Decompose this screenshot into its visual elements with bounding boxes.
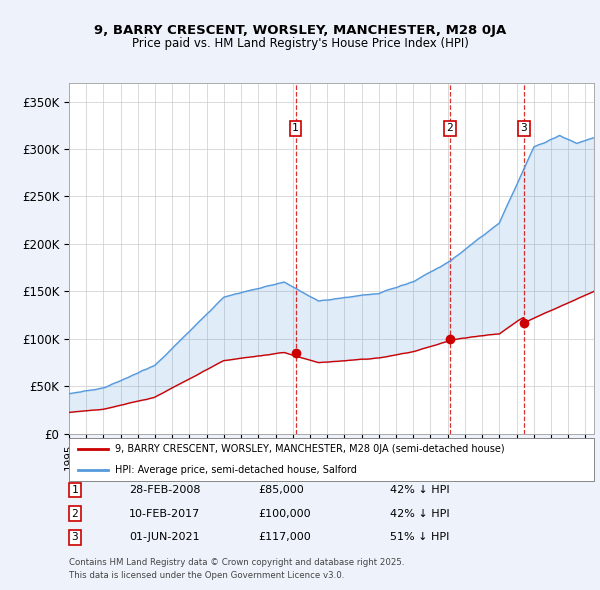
Text: 42% ↓ HPI: 42% ↓ HPI [390,509,449,519]
Text: 28-FEB-2008: 28-FEB-2008 [129,485,200,495]
Text: 01-JUN-2021: 01-JUN-2021 [129,532,200,542]
Text: Price paid vs. HM Land Registry's House Price Index (HPI): Price paid vs. HM Land Registry's House … [131,37,469,50]
Text: £100,000: £100,000 [258,509,311,519]
Text: 1: 1 [292,123,299,133]
Text: 1: 1 [71,485,79,495]
Text: 2: 2 [446,123,453,133]
Text: £85,000: £85,000 [258,485,304,495]
Text: 3: 3 [520,123,527,133]
Text: 9, BARRY CRESCENT, WORSLEY, MANCHESTER, M28 0JA: 9, BARRY CRESCENT, WORSLEY, MANCHESTER, … [94,24,506,37]
Text: HPI: Average price, semi-detached house, Salford: HPI: Average price, semi-detached house,… [115,465,357,475]
Text: 51% ↓ HPI: 51% ↓ HPI [390,532,449,542]
Text: Contains HM Land Registry data © Crown copyright and database right 2025.: Contains HM Land Registry data © Crown c… [69,558,404,566]
Text: 42% ↓ HPI: 42% ↓ HPI [390,485,449,495]
Text: This data is licensed under the Open Government Licence v3.0.: This data is licensed under the Open Gov… [69,571,344,579]
Text: £117,000: £117,000 [258,532,311,542]
Text: 2: 2 [71,509,79,519]
Text: 3: 3 [71,532,79,542]
Text: 9, BARRY CRESCENT, WORSLEY, MANCHESTER, M28 0JA (semi-detached house): 9, BARRY CRESCENT, WORSLEY, MANCHESTER, … [115,444,505,454]
Text: 10-FEB-2017: 10-FEB-2017 [129,509,200,519]
